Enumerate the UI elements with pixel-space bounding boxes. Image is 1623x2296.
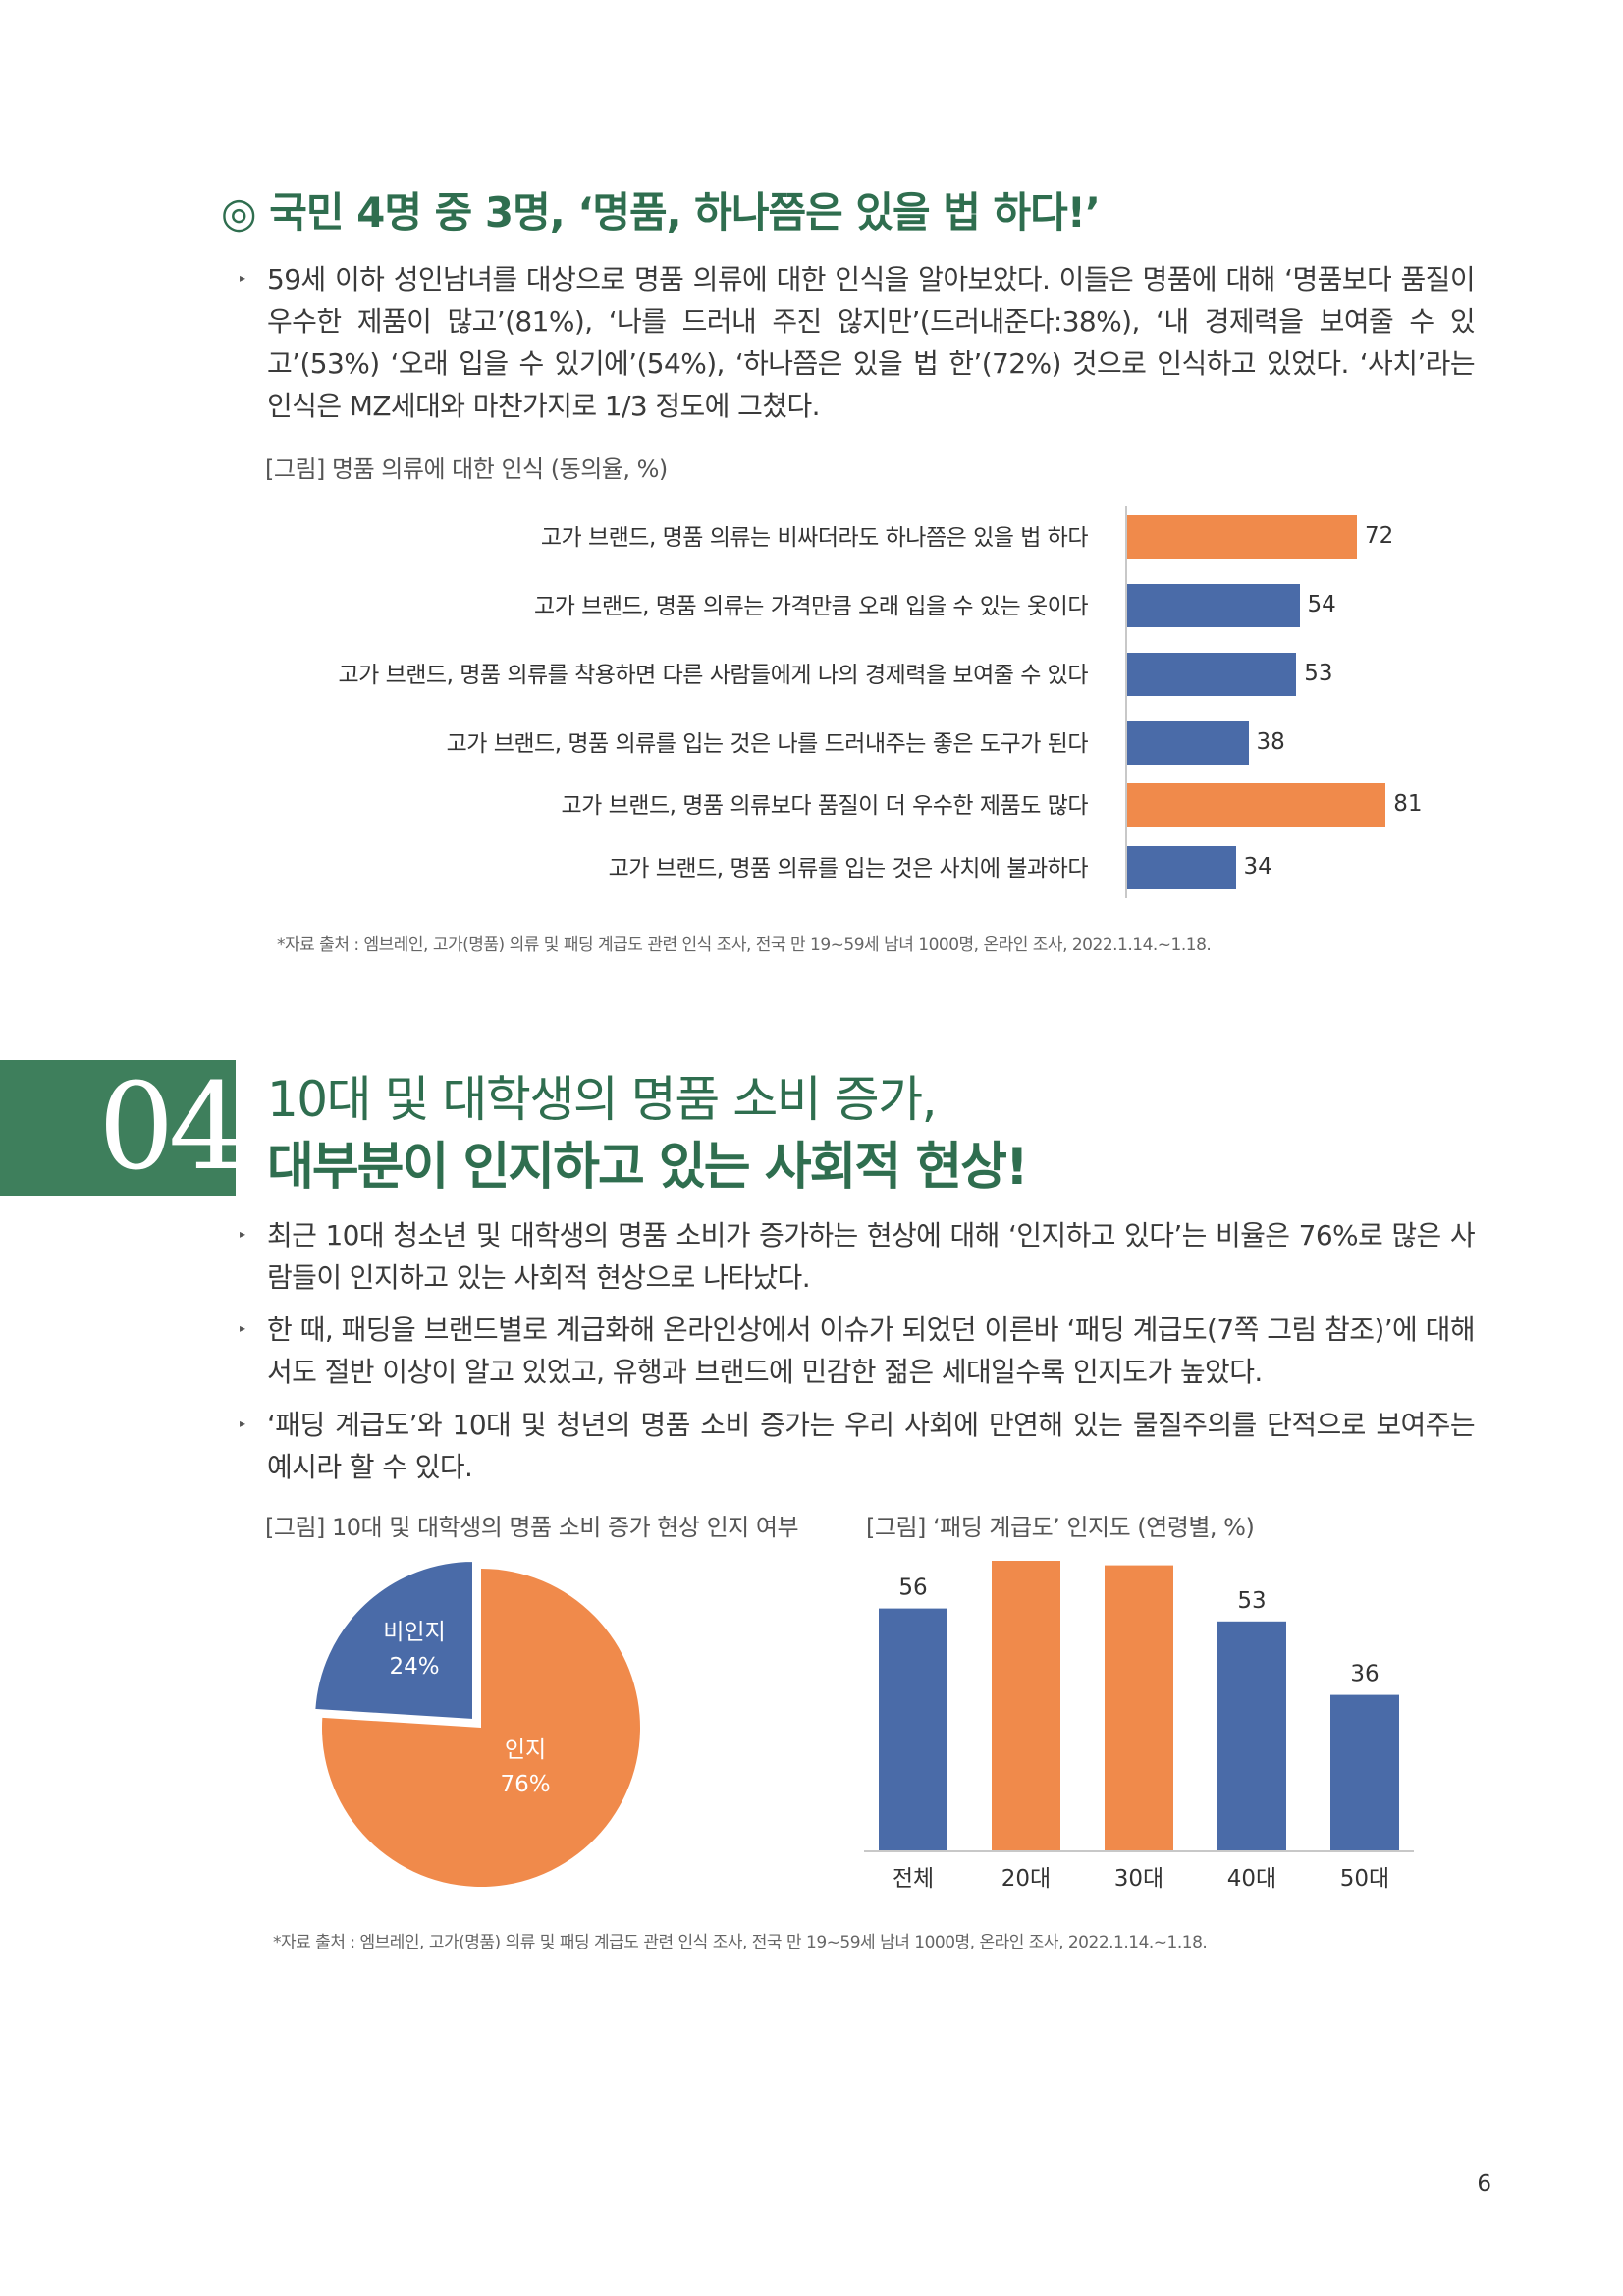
figure-caption: [그림] 명품 의류에 대한 인식 (동의율, %): [265, 455, 668, 483]
padding-awareness-bar-chart: 56전체6820대6630대5340대3650대: [864, 1561, 1414, 1892]
bar: [1127, 515, 1357, 559]
page-number: 6: [1477, 2171, 1491, 2197]
bar: [1127, 653, 1297, 696]
section-number-box: [0, 1060, 236, 1196]
bar-value-label: 34: [1243, 854, 1272, 880]
section-number: 04: [98, 1057, 244, 1197]
bar: [1127, 846, 1236, 889]
bar: [1105, 1565, 1173, 1850]
bar-category-label: 30대: [1114, 1866, 1163, 1892]
chart-axis: [1125, 506, 1127, 898]
awareness-pie-chart: 인지 76% 비인지 24%: [314, 1561, 640, 1887]
bar-category-label: 20대: [1001, 1866, 1051, 1892]
bar-caption: [그림] ‘패딩 계급도’ 인지도 (연령별, %): [866, 1514, 1255, 1541]
pie-label-unaware: 비인지: [383, 1620, 445, 1645]
triangle-right-icon: ▸: [240, 1416, 246, 1430]
bar-value-label: 53: [1237, 1588, 1266, 1614]
pie-caption: [그림] 10대 및 대학생의 명품 소비 증가 현상 인지 여부: [265, 1514, 799, 1541]
triangle-right-icon: ▸: [240, 1321, 246, 1335]
bullet-paragraph: 한 때, 패딩을 브랜드별로 계급화해 온라인상에서 이슈가 되었던 이른바 ‘…: [267, 1313, 1476, 1388]
source-note: *자료 출처 : 엠브레인, 고가(명품) 의류 및 패딩 계급도 관련 인식 …: [277, 935, 1212, 955]
section-heading: ◎ 국민 4명 중 3명, ‘명품, 하나쯤은 있을 법 하다!’: [221, 188, 1101, 237]
bar-value-label: 38: [1256, 729, 1285, 755]
bar: [1127, 721, 1249, 765]
bar-category-label: 고가 브랜드, 명품 의류는 비싸더라도 하나쯤은 있을 법 하다: [540, 525, 1089, 551]
bullet-paragraph: 최근 10대 청소년 및 대학생의 명품 소비가 증가하는 현상에 대해 ‘인지…: [267, 1219, 1476, 1294]
bar: [879, 1608, 947, 1850]
bar-category-label: 고가 브랜드, 명품 의류보다 품질이 더 우수한 제품도 많다: [561, 793, 1089, 819]
bar: [1127, 783, 1386, 827]
bar: [1330, 1694, 1399, 1850]
bar-value-label: 53: [1304, 661, 1333, 686]
triangle-right-icon: ▸: [240, 1227, 246, 1241]
pie-slice-aware: [322, 1569, 640, 1887]
intro-paragraph: 59세 이하 성인남녀를 대상으로 명품 의류에 대한 인식을 알아보았다. 이…: [267, 263, 1476, 422]
section-title-line2: 대부분이 인지하고 있는 사회적 현상!: [267, 1138, 1029, 1197]
section-title-line1: 10대 및 대학생의 명품 소비 증가,: [267, 1071, 937, 1128]
triangle-right-icon: ▸: [240, 271, 246, 285]
pie-value-unaware: 24%: [389, 1654, 439, 1680]
source-note: *자료 출처 : 엠브레인, 고가(명품) 의류 및 패딩 계급도 관련 인식 …: [273, 1933, 1208, 1952]
pie-slice-unaware: [314, 1561, 474, 1722]
bar-category-label: 40대: [1227, 1866, 1276, 1892]
bar-category-label: 고가 브랜드, 명품 의류를 입는 것은 나를 드러내주는 좋은 도구가 된다: [446, 731, 1089, 757]
bar-category-label: 50대: [1340, 1866, 1389, 1892]
bar: [1127, 584, 1300, 627]
bar-value-label: 81: [1393, 791, 1423, 817]
bar-category-label: 전체: [893, 1866, 934, 1892]
bullet-paragraph: ‘패딩 계급도’와 10대 및 청년의 명품 소비 증가는 우리 사회에 만연해…: [267, 1409, 1476, 1483]
pie-value-aware: 76%: [500, 1772, 550, 1797]
bar-value-label: 54: [1307, 592, 1336, 617]
bar-category-label: 고가 브랜드, 명품 의류는 가격만큼 오래 입을 수 있는 옷이다: [534, 594, 1088, 619]
bar-category-label: 고가 브랜드, 명품 의류를 입는 것은 사치에 불과하다: [608, 856, 1089, 881]
bar: [992, 1561, 1060, 1850]
bar-value-label: 72: [1365, 523, 1394, 549]
bar-value-label: 36: [1350, 1662, 1379, 1687]
bar-value-label: 56: [898, 1575, 927, 1601]
pie-label-aware: 인지: [505, 1737, 546, 1763]
bar-category-label: 고가 브랜드, 명품 의류를 착용하면 다른 사람들에게 나의 경제력을 보여줄…: [338, 663, 1088, 688]
bar: [1217, 1621, 1286, 1850]
